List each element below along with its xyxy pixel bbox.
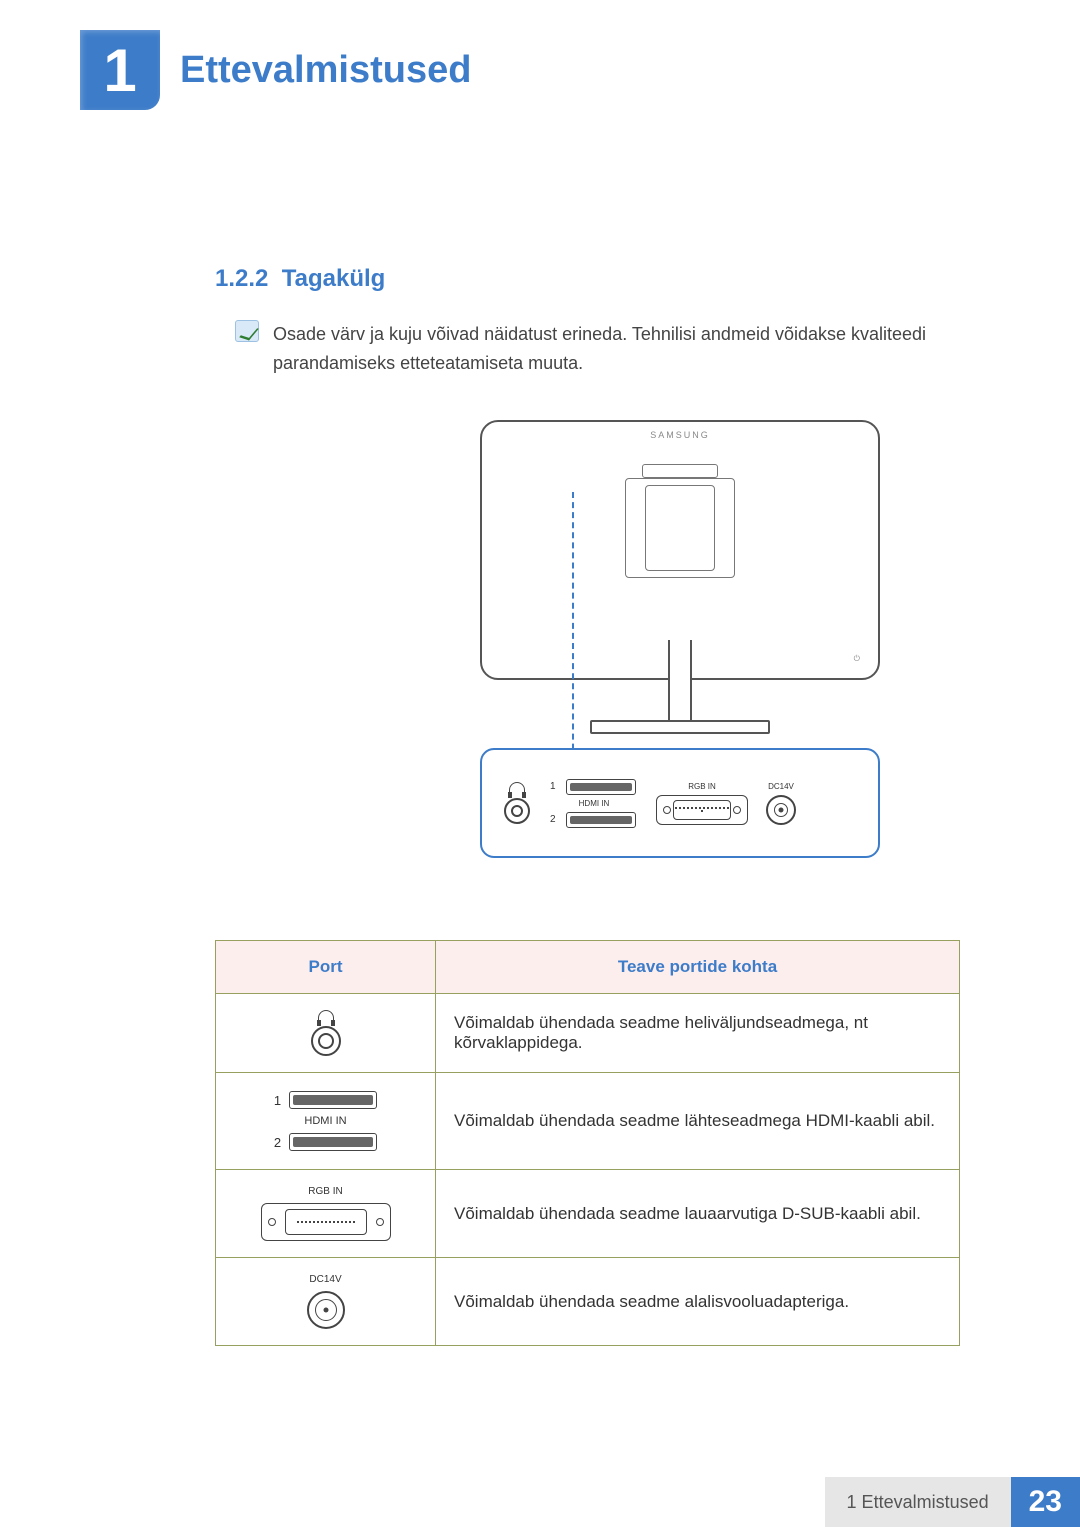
note-block: Osade värv ja kuju võivad näidatust erin…: [235, 320, 960, 378]
port-cell-dc: DC14V: [216, 1258, 436, 1346]
port-rgb: RGB IN: [656, 782, 748, 825]
hdmi-slot-icon: [289, 1091, 377, 1109]
vesa-cover-top: [642, 464, 718, 478]
hdmi-label: HDMI IN: [234, 1115, 417, 1127]
dc-jack-icon: [766, 795, 796, 825]
stand-neck: [668, 640, 692, 720]
hdmi-num-1: 1: [274, 1093, 281, 1108]
hdmi-num-2: 2: [550, 814, 556, 825]
note-icon: [235, 320, 259, 342]
ports-table: Port Teave portide kohta Võimaldab ühend…: [215, 940, 960, 1346]
rgb-label: RGB IN: [234, 1186, 417, 1197]
hdmi-label: HDMI IN: [550, 799, 638, 808]
footer-crumb: 1 Ettevalmistused: [825, 1477, 1011, 1527]
hdmi-slot-icon: [289, 1133, 377, 1151]
headphone-icon: [509, 782, 525, 794]
dc-label: DC14V: [766, 782, 796, 791]
hdmi-slot-icon: [566, 779, 636, 795]
stand-base: [590, 720, 770, 734]
th-info: Teave portide kohta: [436, 941, 960, 994]
brand-label: SAMSUNG: [650, 430, 710, 440]
headphone-jack-icon: [311, 1026, 341, 1056]
page-footer: 1 Ettevalmistused 23: [825, 1477, 1080, 1527]
table-row: Võimaldab ühendada seadme heliväljundsea…: [216, 994, 960, 1073]
rear-diagram: SAMSUNG ⏻ 1 HDMI IN 2 RGB IN DC14V: [480, 420, 880, 858]
table-row: RGB IN Võimaldab ühendada seadme lauaarv…: [216, 1170, 960, 1258]
hdmi-num-2: 2: [274, 1135, 281, 1150]
section-number: 1.2.2: [215, 265, 268, 292]
dc-label: DC14V: [234, 1274, 417, 1285]
section-title: Tagakülg: [282, 265, 386, 292]
desc-rgb: Võimaldab ühendada seadme lauaarvutiga D…: [436, 1170, 960, 1258]
port-headphone: [504, 782, 530, 824]
chapter-header: 1 Ettevalmistused: [80, 30, 471, 110]
vga-connector-icon: [656, 795, 748, 825]
vesa-mount: [625, 478, 735, 578]
rgb-label: RGB IN: [656, 782, 748, 791]
chapter-title: Ettevalmistused: [180, 49, 471, 92]
th-port: Port: [216, 941, 436, 994]
port-cell-headphone: [216, 994, 436, 1073]
note-text: Osade värv ja kuju võivad näidatust erin…: [273, 320, 960, 378]
desc-headphone: Võimaldab ühendada seadme heliväljundsea…: [436, 994, 960, 1073]
desc-hdmi: Võimaldab ühendada seadme lähteseadmega …: [436, 1073, 960, 1170]
table-header-row: Port Teave portide kohta: [216, 941, 960, 994]
headphone-icon: [318, 1010, 334, 1022]
headphone-jack-icon: [504, 798, 530, 824]
vga-connector-icon: [261, 1203, 391, 1241]
port-cell-rgb: RGB IN: [216, 1170, 436, 1258]
chapter-number-badge: 1: [80, 30, 160, 110]
port-cell-hdmi: 1 HDMI IN 2: [216, 1073, 436, 1170]
table-row: DC14V Võimaldab ühendada seadme alalisvo…: [216, 1258, 960, 1346]
port-hdmi: 1 HDMI IN 2: [550, 777, 638, 830]
hdmi-num-1: 1: [550, 781, 556, 792]
power-icon: ⏻: [854, 654, 860, 664]
section-heading: 1.2.2 Tagakülg: [215, 265, 385, 293]
hdmi-slot-icon: [566, 812, 636, 828]
dc-jack-icon: [307, 1291, 345, 1329]
desc-dc: Võimaldab ühendada seadme alalisvooluada…: [436, 1258, 960, 1346]
table-row: 1 HDMI IN 2 Võimaldab ühendada seadme lä…: [216, 1073, 960, 1170]
footer-page-number: 23: [1011, 1477, 1080, 1527]
port-panel: 1 HDMI IN 2 RGB IN DC14V: [480, 748, 880, 858]
port-dc: DC14V: [766, 782, 796, 825]
